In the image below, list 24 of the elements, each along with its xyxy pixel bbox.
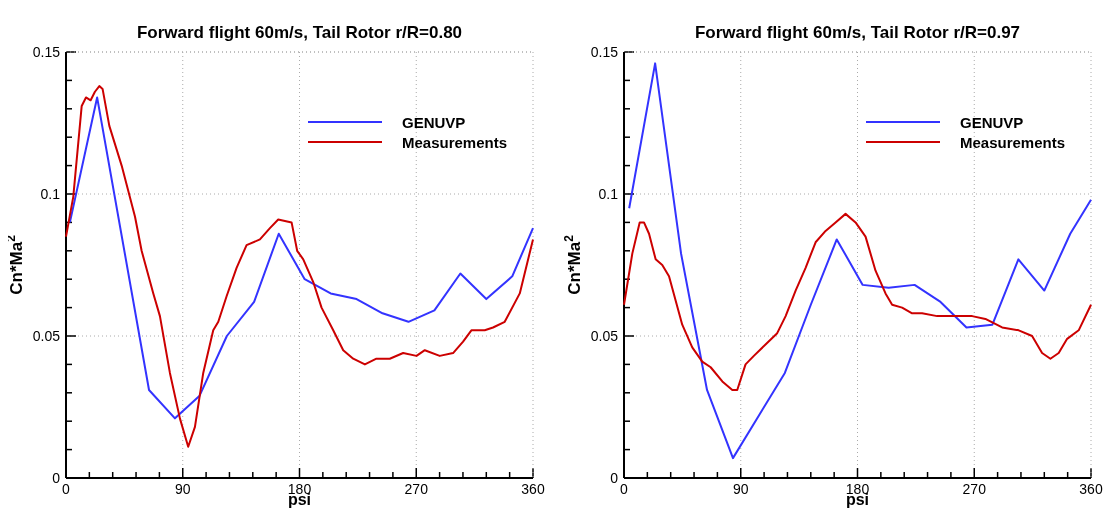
x-tick-label: 0 bbox=[620, 481, 629, 497]
x-tick-label: 270 bbox=[962, 481, 987, 497]
chart-title: Forward flight 60m/s, Tail Rotor r/R=0.80 bbox=[136, 23, 463, 42]
chart-title: Forward flight 60m/s, Tail Rotor r/R=0.97 bbox=[694, 23, 1021, 42]
y-tick-label: 0 bbox=[610, 470, 619, 486]
line-series bbox=[623, 212, 1092, 391]
y-tick-label: 0.15 bbox=[32, 44, 61, 60]
x-tick-label: 360 bbox=[1079, 481, 1103, 497]
y-tick-label: 0.05 bbox=[590, 328, 619, 344]
x-tick-label: 360 bbox=[521, 481, 545, 497]
legend-label: Measurements bbox=[402, 134, 508, 151]
x-tick-label: 90 bbox=[174, 481, 191, 497]
legend-label: Measurements bbox=[960, 134, 1066, 151]
line-series bbox=[628, 62, 1092, 460]
y-tick-label: 0.1 bbox=[598, 186, 619, 202]
x-tick-label: 270 bbox=[404, 481, 429, 497]
y-tick-label: 0.1 bbox=[40, 186, 61, 202]
legend-label: GENUVP bbox=[402, 114, 466, 131]
x-tick-label: 90 bbox=[732, 481, 749, 497]
legend-label: GENUVP bbox=[960, 114, 1024, 131]
y-tick-label: 0.15 bbox=[590, 44, 619, 60]
x-tick-label: 0 bbox=[62, 481, 71, 497]
y-tick-label: 0.05 bbox=[32, 328, 61, 344]
y-tick-label: 0 bbox=[52, 470, 61, 486]
